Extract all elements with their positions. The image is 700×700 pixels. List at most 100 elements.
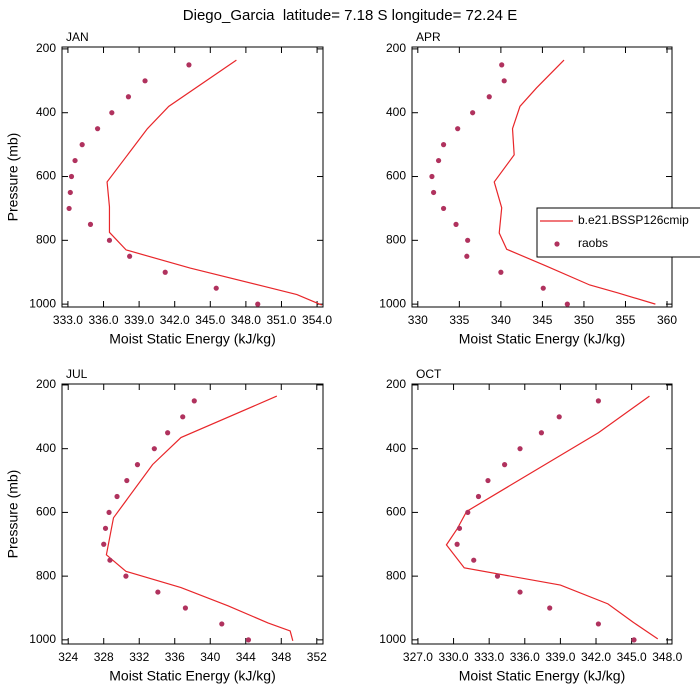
x-tick-label: 339.0 <box>124 313 154 327</box>
obs-point <box>114 493 120 500</box>
y-tick-label: 800 <box>386 568 406 582</box>
obs-point <box>109 110 115 116</box>
panel-title: APR <box>416 30 441 44</box>
y-axis-label: Pressure (mb) <box>5 133 21 222</box>
x-tick-label: 342.0 <box>160 313 190 327</box>
obs-point <box>465 237 471 243</box>
legend-box <box>536 207 700 258</box>
x-tick-label: 336.0 <box>510 650 540 664</box>
model-line <box>493 59 656 305</box>
y-tick-label: 400 <box>386 105 406 119</box>
plot-frame <box>411 46 673 308</box>
obs-point <box>440 142 447 148</box>
x-tick-label: 345 <box>532 313 552 327</box>
x-tick-label: 332 <box>129 650 149 664</box>
x-tick-label: 339.0 <box>545 650 575 664</box>
y-tick-label: 1000 <box>379 296 406 310</box>
obs-point <box>486 94 492 100</box>
y-axis-label: Pressure (mb) <box>5 470 21 559</box>
x-tick-label: 355 <box>615 313 635 327</box>
obs-point <box>124 477 130 484</box>
obs-point <box>68 173 75 180</box>
obs-point <box>255 301 261 307</box>
x-tick-label: 344 <box>236 650 256 664</box>
obs-point <box>631 637 637 643</box>
y-tick-label: 800 <box>36 232 56 246</box>
panel-title: OCT <box>416 367 442 381</box>
legend-dot <box>554 241 560 247</box>
x-tick-label: 330 <box>408 313 428 327</box>
obs-point <box>430 189 437 196</box>
obs-point <box>547 605 553 611</box>
x-tick-label: 336.0 <box>89 313 119 327</box>
obs-point <box>517 589 523 595</box>
x-tick-label: 348.0 <box>231 313 261 327</box>
obs-point <box>106 509 112 516</box>
panel-title: JUL <box>66 367 88 381</box>
obs-point <box>498 269 504 275</box>
obs-point <box>435 157 442 164</box>
obs-point <box>182 605 188 611</box>
x-tick-label: 360 <box>657 313 677 327</box>
obs-point <box>213 285 219 291</box>
legend-label: b.e21.BSSP126cmip <box>578 213 689 227</box>
y-tick-label: 400 <box>36 441 56 455</box>
y-tick-label: 400 <box>36 105 56 119</box>
x-tick-label: 328 <box>94 650 114 664</box>
obs-point <box>502 462 508 468</box>
obs-point <box>456 525 463 531</box>
x-axis-label: Moist Static Energy (kJ/kg) <box>109 668 276 684</box>
obs-point <box>465 509 471 516</box>
obs-point <box>87 221 94 227</box>
obs-point <box>501 78 507 84</box>
y-tick-label: 600 <box>36 169 56 183</box>
x-tick-label: 336 <box>165 650 185 664</box>
obs-point <box>102 525 109 531</box>
model-line <box>106 59 323 306</box>
obs-point <box>556 414 562 420</box>
obs-point <box>595 621 601 627</box>
y-tick-label: 200 <box>36 377 56 391</box>
panel: JAN 333.0 336.0 339.0 342.0 345.0 348.0 351.0 35… <box>5 30 333 347</box>
obs-point <box>142 78 148 84</box>
obs-point <box>538 430 545 436</box>
model-line <box>105 395 294 641</box>
obs-point <box>101 541 107 547</box>
panel: JUL 324 328 332 336 340 344 348 352 200 400 600 800 1… <box>5 367 327 684</box>
obs-point <box>67 189 73 196</box>
x-axis-label: Moist Static Energy (kJ/kg) <box>459 668 626 684</box>
obs-point <box>72 157 78 164</box>
obs-point <box>485 477 491 484</box>
obs-point <box>245 637 252 643</box>
obs-point <box>151 446 157 452</box>
panel-title: JAN <box>66 30 89 44</box>
plot-frame <box>61 46 324 308</box>
obs-point <box>540 285 546 291</box>
obs-point <box>186 62 192 68</box>
obs-point <box>499 62 505 68</box>
obs-point <box>455 126 461 132</box>
obs-point <box>125 94 132 100</box>
obs-point <box>564 301 570 307</box>
obs-point <box>180 414 186 420</box>
x-axis-label: Moist Static Energy (kJ/kg) <box>459 331 626 347</box>
x-tick-label: 345.0 <box>195 313 225 327</box>
x-tick-label: 330.0 <box>439 650 469 664</box>
obs-point <box>127 253 133 259</box>
obs-point <box>219 621 225 627</box>
obs-point <box>440 205 447 212</box>
x-tick-label: 350 <box>574 313 594 327</box>
obs-point <box>106 237 113 243</box>
plot-frame <box>411 383 673 645</box>
x-tick-label: 333.0 <box>53 313 83 327</box>
model-line <box>445 395 659 640</box>
x-tick-label: 351.0 <box>266 313 296 327</box>
y-tick-label: 800 <box>386 232 406 246</box>
obs-point <box>517 446 523 452</box>
obs-point <box>155 589 161 595</box>
y-tick-label: 600 <box>386 505 406 519</box>
obs-point <box>191 398 197 404</box>
y-tick-label: 400 <box>386 441 406 455</box>
obs-point <box>494 573 501 579</box>
obs-point <box>454 541 460 547</box>
